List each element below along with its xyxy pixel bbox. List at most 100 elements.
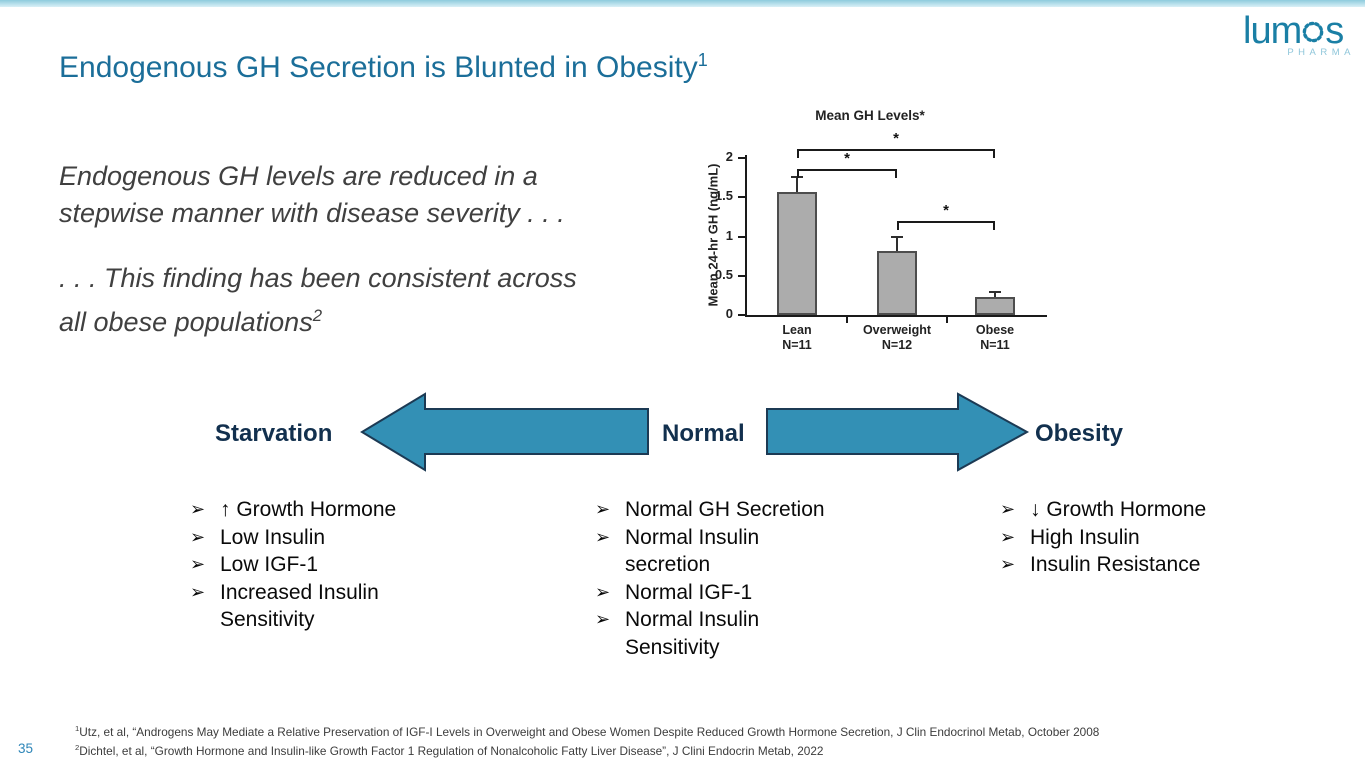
- list-item-text: ↓ Growth Hormone: [1030, 498, 1207, 521]
- x-category-label: Obese N=11: [975, 323, 1015, 352]
- chart-title: Mean GH Levels*: [815, 108, 925, 123]
- page-title-text: Endogenous GH Secretion is Blunted in Ob…: [59, 51, 698, 84]
- arrowhead-bullet-icon: ➢: [190, 499, 206, 519]
- y-axis-tick: [738, 157, 746, 159]
- top-accent-bar: [0, 0, 1365, 7]
- page-title: Endogenous GH Secretion is Blunted in Ob…: [59, 50, 708, 85]
- logo-subtext: PHARMA: [1287, 47, 1355, 58]
- list-item-text: Normal Insulin Sensitivity: [625, 608, 760, 659]
- y-axis-tick: [738, 196, 746, 199]
- spectrum-label-starvation: Starvation: [215, 420, 333, 447]
- list-item-text: Normal IGF-1: [625, 580, 753, 604]
- list-item-text: Low Insulin: [220, 525, 326, 549]
- list-item: ➢ Normal Insulin secretion: [595, 524, 845, 579]
- x-category-label: Overweight N=12: [862, 323, 932, 352]
- right-arrow-icon: [766, 392, 1030, 472]
- arrowhead-bullet-icon: ➢: [595, 499, 611, 519]
- list-item: ➢ Increased Insulin Sensitivity: [190, 579, 425, 634]
- error-cap: [989, 291, 1001, 294]
- obesity-bullet-list: ➢ ↓ Growth Hormone ➢ High Insulin ➢ Insulin R…: [1000, 496, 1260, 579]
- arrowhead-bullet-icon: ➢: [595, 526, 611, 547]
- list-item: ➢ Low IGF-1: [190, 551, 425, 579]
- list-item: ➢ Normal GH Secretion: [595, 496, 845, 524]
- significance-star: *: [844, 150, 850, 167]
- normal-bullet-list: ➢ Normal GH Secretion ➢ Normal Insulin secr…: [595, 496, 845, 661]
- footnotes: 1Utz, et al, “Androgens May Mediate a Re…: [75, 721, 1099, 760]
- x-category-label: Lean N=11: [782, 323, 812, 352]
- list-item-text: Insulin Resistance: [1030, 553, 1201, 576]
- error-bar: [994, 293, 996, 297]
- spectrum-arrows: [360, 392, 1030, 472]
- list-item: ➢ ↑ Growth Hormone: [190, 496, 425, 524]
- bar-1: [877, 251, 917, 315]
- page-number: 35: [18, 741, 34, 756]
- arrowhead-bullet-icon: ➢: [1000, 499, 1016, 519]
- significance-bracket: [797, 169, 897, 178]
- bar-2: [975, 296, 1015, 315]
- y-tick-label: 2: [725, 149, 733, 164]
- list-item-text: Normal GH Secretion: [625, 498, 825, 521]
- significance-star: *: [943, 202, 949, 219]
- quote-line: all obese populations2: [59, 297, 577, 341]
- quote-paragraph-1: Endogenous GH levels are reduced in a st…: [59, 158, 565, 232]
- y-tick-label: 0: [725, 306, 733, 321]
- arrowhead-bullet-icon: ➢: [1000, 554, 1016, 574]
- significance-bracket: [897, 221, 995, 230]
- footnote-2-sup: 2: [75, 743, 80, 753]
- y-tick-label: 1.5: [714, 188, 733, 204]
- list-item: ➢ Normal Insulin Sensitivity: [595, 606, 845, 661]
- quote-line: . . . This finding has been consistent a…: [59, 263, 577, 293]
- list-item: ➢ Low Insulin: [190, 524, 425, 552]
- x-axis-tick: [946, 315, 948, 323]
- list-item-text: Normal Insulin secretion: [625, 525, 760, 577]
- list-item-text: Low IGF-1: [220, 553, 319, 576]
- arrowhead-bullet-icon: ➢: [190, 554, 206, 574]
- gh-chart-plot: 0 0.5 1 1.5 2 Lean N=11 Overweight N=12 Obese N=11…: [715, 130, 1047, 352]
- left-arrow-icon: [360, 392, 649, 472]
- logo-text-suffix: s: [1325, 10, 1344, 52]
- y-axis-tick: [738, 314, 746, 316]
- list-item-text: Increased Insulin Sensitivity: [220, 580, 379, 632]
- list-item: ➢ Insulin Resistance: [1000, 551, 1260, 579]
- significance-star: *: [893, 130, 899, 147]
- footnote-2: 2Dichtel, et al, “Growth Hormone and Ins…: [75, 740, 1099, 759]
- spectrum-label-normal: Normal: [662, 420, 745, 447]
- logo-wordmark: lum s: [1243, 12, 1361, 50]
- quote-paragraph-2: . . . This finding has been consistent a…: [59, 260, 577, 341]
- list-item: ➢ ↓ Growth Hormone: [1000, 496, 1260, 524]
- footnote-1: 1Utz, et al, “Androgens May Mediate a Re…: [75, 721, 1099, 740]
- quote-line-text: all obese populations: [59, 307, 313, 337]
- dotted-o-icon: [1301, 10, 1325, 52]
- error-bar: [796, 177, 798, 192]
- spectrum-label-obesity: Obesity: [1035, 420, 1124, 447]
- starvation-bullet-list: ➢ ↑ Growth Hormone ➢ Low Insulin ➢ Low IGF-1 ➢…: [190, 496, 425, 634]
- x-axis-tick: [846, 315, 848, 323]
- footnote-1-sup: 1: [75, 724, 80, 733]
- arrowhead-bullet-icon: ➢: [1000, 526, 1016, 547]
- lumos-logo: lum s PHARMA: [1243, 12, 1361, 58]
- y-tick-label: 0.5: [714, 266, 733, 282]
- arrowhead-bullet-icon: ➢: [190, 581, 206, 602]
- list-item: ➢ High Insulin: [1000, 524, 1260, 552]
- list-item: ➢ Normal IGF-1: [595, 579, 845, 607]
- error-bar: [896, 238, 898, 252]
- y-axis-tick: [738, 274, 746, 277]
- quote-line: Endogenous GH levels are reduced in a: [59, 161, 538, 191]
- arrowhead-bullet-icon: ➢: [595, 609, 611, 629]
- quote-line: stepwise manner with disease severity . …: [59, 198, 565, 228]
- footnote-1-text: Utz, et al, “Androgens May Mediate a Rel…: [79, 724, 1100, 739]
- error-cap: [891, 236, 903, 239]
- title-footnote-ref: 1: [697, 50, 708, 70]
- y-tick-label: 1: [725, 227, 733, 243]
- list-item-text: High Insulin: [1030, 525, 1140, 549]
- significance-bracket: [797, 149, 995, 158]
- footnote-2-text: Dichtel, et al, “Growth Hormone and Insu…: [79, 744, 824, 759]
- list-item-text: ↑ Growth Hormone: [220, 498, 397, 521]
- logo-text-prefix: lum: [1243, 10, 1302, 52]
- y-axis-tick: [738, 235, 746, 238]
- quote-footnote-ref: 2: [312, 306, 323, 325]
- arrowhead-bullet-icon: ➢: [595, 581, 611, 602]
- bar-0: [777, 191, 817, 315]
